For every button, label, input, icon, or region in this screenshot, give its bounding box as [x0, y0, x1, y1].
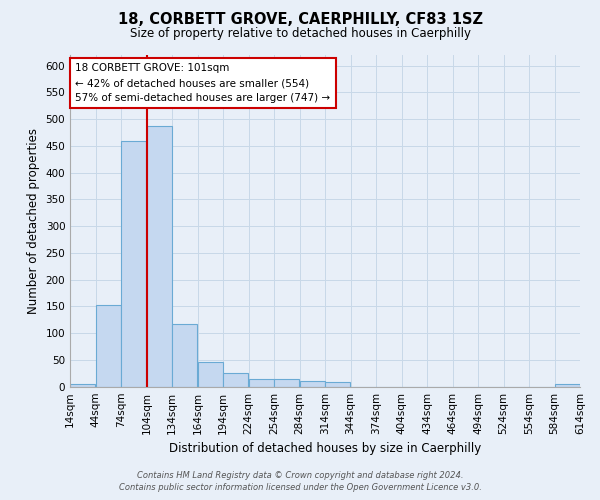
Bar	[249, 379, 274, 386]
Text: Size of property relative to detached houses in Caerphilly: Size of property relative to detached ho…	[130, 28, 470, 40]
Bar	[96, 305, 121, 386]
Bar	[172, 324, 197, 386]
Bar	[147, 126, 172, 386]
Bar	[555, 384, 580, 386]
Text: Contains HM Land Registry data © Crown copyright and database right 2024.
Contai: Contains HM Land Registry data © Crown c…	[119, 471, 481, 492]
Bar	[198, 362, 223, 386]
Y-axis label: Number of detached properties: Number of detached properties	[27, 128, 40, 314]
X-axis label: Distribution of detached houses by size in Caerphilly: Distribution of detached houses by size …	[169, 442, 481, 455]
Bar	[325, 382, 350, 386]
Bar	[223, 374, 248, 386]
Bar	[70, 384, 95, 386]
Text: 18 CORBETT GROVE: 101sqm
← 42% of detached houses are smaller (554)
57% of semi-: 18 CORBETT GROVE: 101sqm ← 42% of detach…	[75, 64, 331, 103]
Bar	[274, 379, 299, 386]
Bar	[121, 140, 146, 386]
Text: 18, CORBETT GROVE, CAERPHILLY, CF83 1SZ: 18, CORBETT GROVE, CAERPHILLY, CF83 1SZ	[118, 12, 482, 28]
Bar	[300, 382, 325, 386]
